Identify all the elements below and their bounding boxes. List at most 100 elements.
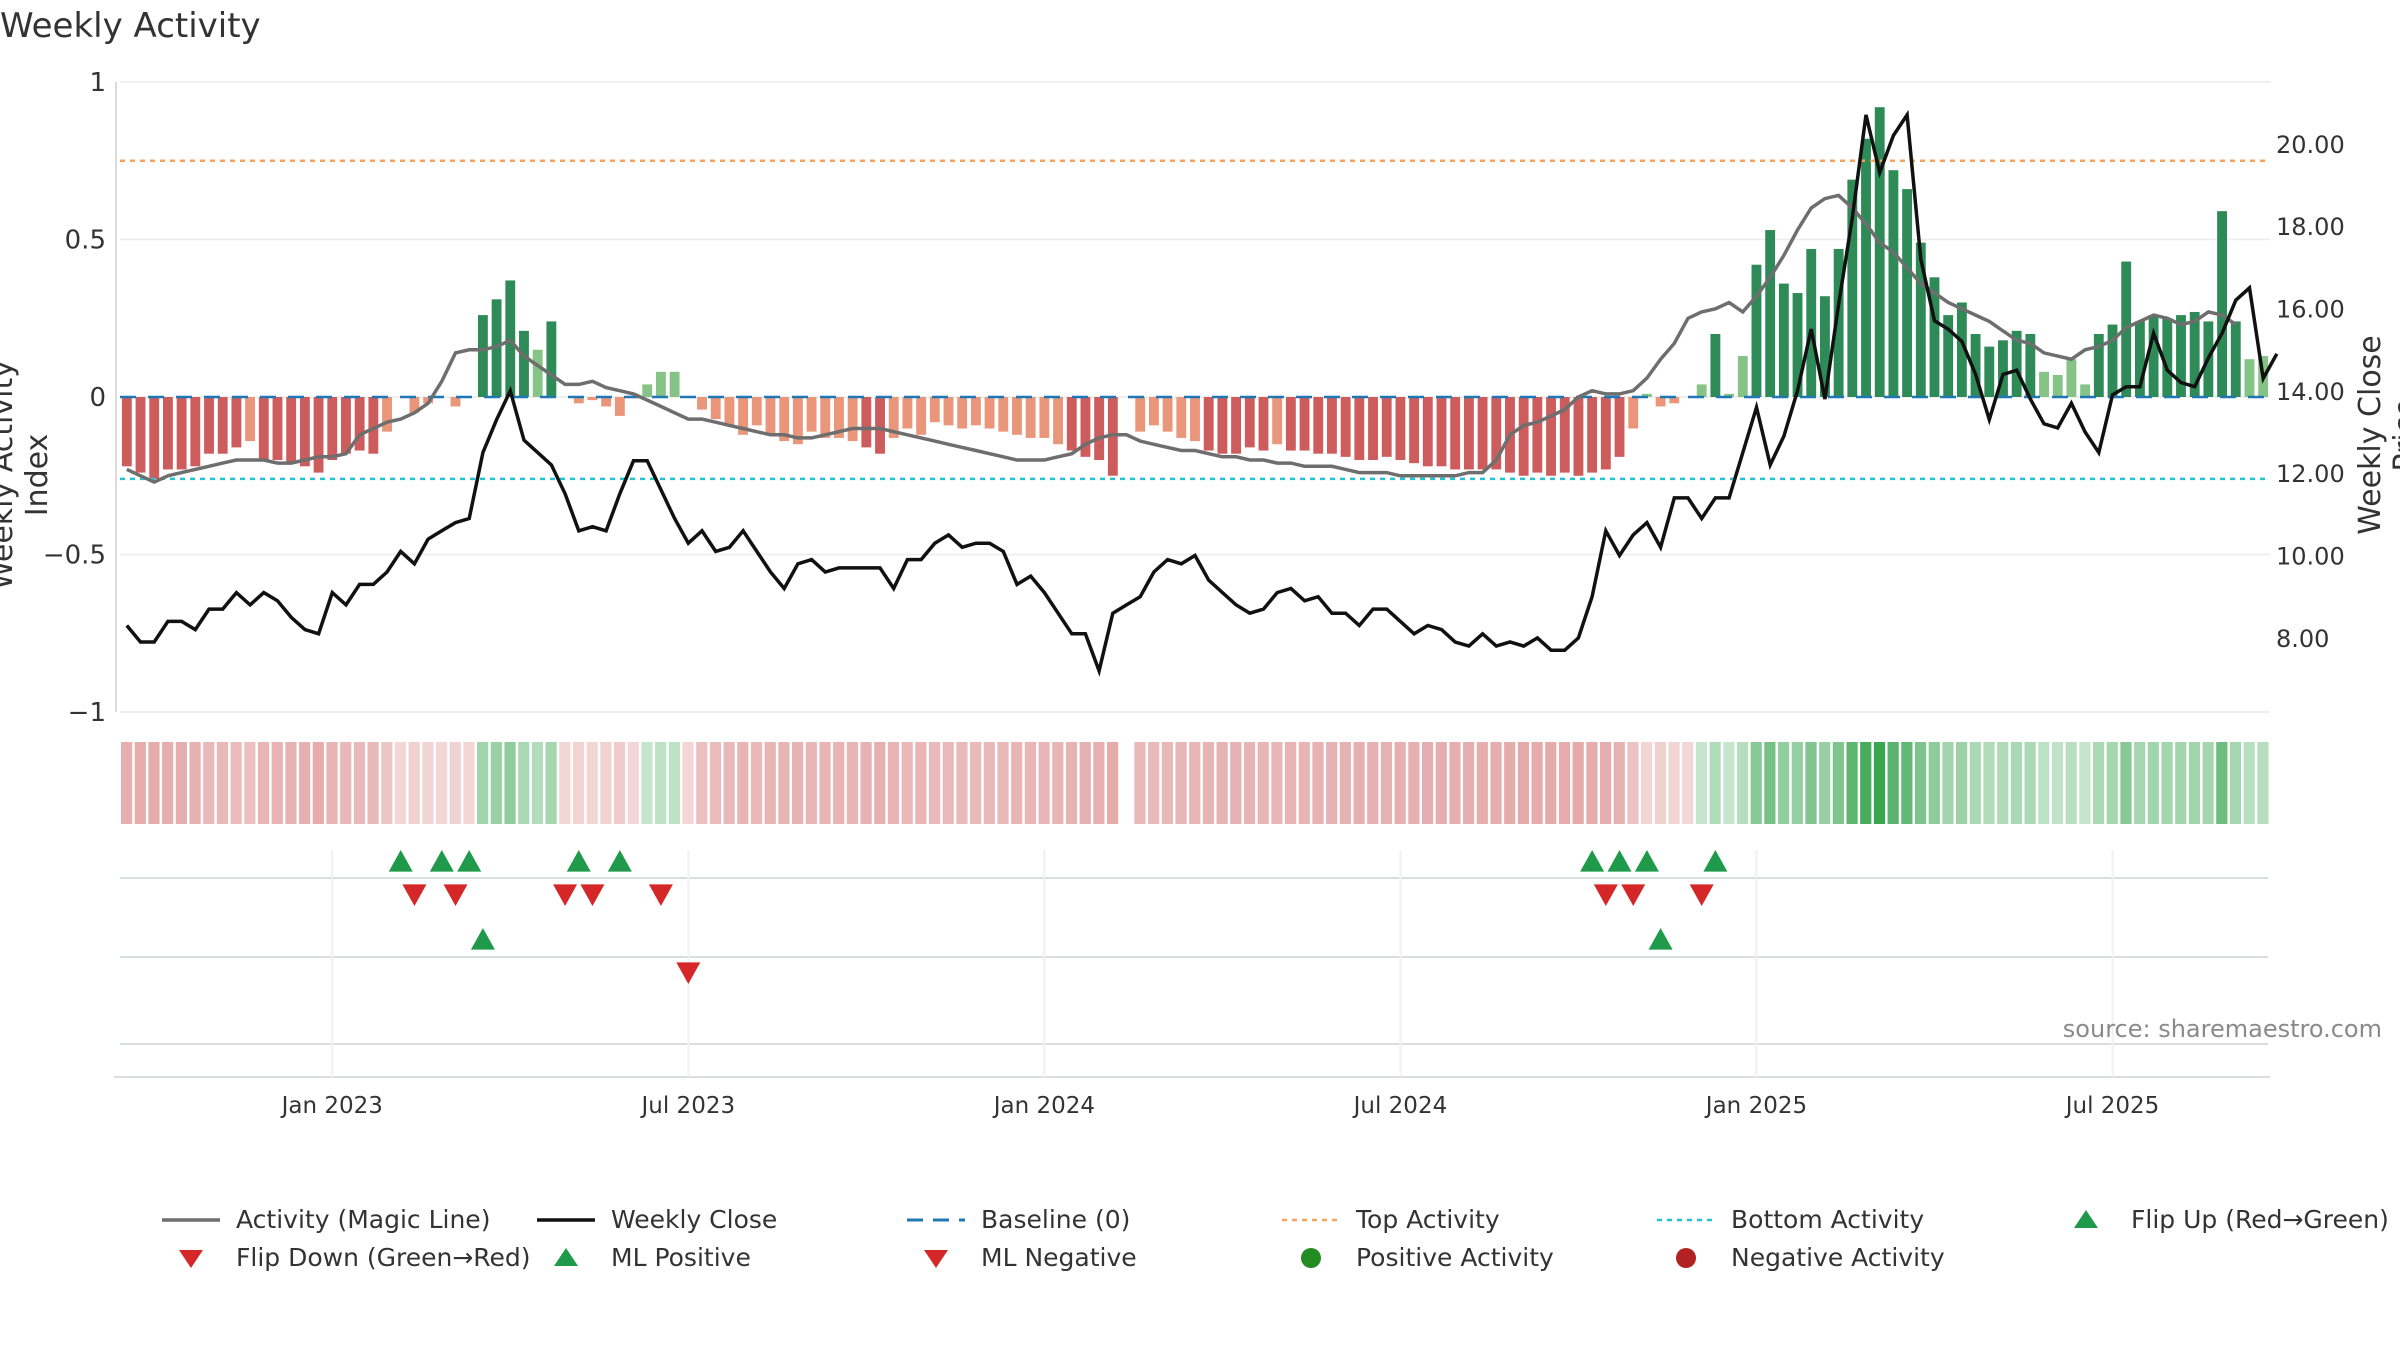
activity-bar [2230, 321, 2241, 397]
heat-cell [2051, 742, 2064, 824]
legend-item: Bottom Activity [1655, 1205, 1924, 1234]
heat-cell [1476, 742, 1488, 824]
heat-cell [915, 742, 927, 824]
heat-cell [477, 742, 489, 824]
heat-cell [299, 742, 311, 824]
heat-cell [805, 742, 817, 824]
heat-cell [1175, 742, 1187, 824]
activity-bar [1327, 397, 1337, 454]
activity-bar [354, 397, 365, 451]
heat-cell [2161, 742, 2173, 824]
heat-cell [1545, 742, 1557, 824]
heat-cell [353, 742, 365, 824]
heat-cell [997, 742, 1009, 824]
heat-cell [1038, 742, 1050, 824]
x-tick-label: Jul 2023 [640, 1093, 736, 1119]
activity-bar [272, 397, 283, 460]
activity-bar [1874, 107, 1885, 397]
heat-cell [1216, 742, 1228, 824]
activity-bar [1888, 170, 1899, 397]
activity-bar [792, 397, 803, 445]
heat-cell [216, 742, 229, 824]
heat-cell [668, 742, 680, 824]
activity-bar [2107, 324, 2118, 397]
heat-cell [134, 742, 146, 824]
activity-bar [313, 397, 324, 473]
activity-bar [2162, 318, 2173, 397]
activity-bar [847, 397, 858, 442]
heat-cell [1380, 742, 1393, 824]
activity-bar [1477, 397, 1488, 470]
heat-cell [586, 742, 598, 824]
activity-bar [929, 397, 940, 423]
activity-bar [1998, 340, 2008, 397]
heat-cell [2147, 742, 2159, 824]
legend-item: Weekly Close [535, 1205, 777, 1234]
legend-label: ML Positive [611, 1243, 751, 1272]
heat-cell [1257, 742, 1269, 824]
activity-bar [1272, 397, 1283, 445]
activity-bar [1956, 302, 1967, 397]
heat-cell [2092, 742, 2105, 824]
heat-cell [1271, 742, 1283, 824]
y2-tick-label: 16.00 [2276, 295, 2345, 323]
heat-strip [121, 742, 2269, 824]
activity-bar [1806, 248, 1817, 397]
y2-tick-label: 12.00 [2276, 460, 2345, 488]
heat-cell [1312, 742, 1324, 824]
heat-cell [1791, 742, 1803, 824]
activity-bar [1669, 397, 1680, 404]
heat-cell [1873, 742, 1886, 824]
heat-cell [1517, 742, 1530, 824]
activity-bar [806, 397, 817, 432]
heat-cell [435, 742, 448, 824]
heat-cell [1463, 742, 1475, 824]
activity-bar [573, 397, 584, 404]
legend-symbol [179, 1249, 203, 1268]
heat-cell [1408, 742, 1420, 824]
activity-bar [1409, 397, 1420, 464]
activity-bar [1778, 283, 1789, 397]
heat-cell [2216, 742, 2228, 824]
activity-bar [1203, 397, 1214, 451]
activity-bar [710, 397, 721, 420]
heat-cell [1202, 742, 1215, 824]
activity-bar [368, 397, 379, 454]
activity-bar [1833, 248, 1844, 397]
activity-bar [409, 397, 420, 413]
heat-cell [2175, 742, 2187, 824]
heat-cell [408, 742, 420, 824]
activity-bar [1039, 397, 1050, 438]
heat-cell [1079, 742, 1091, 824]
heat-cell [2188, 742, 2201, 824]
heat-cell [1969, 742, 1981, 824]
activity-bar [1299, 397, 1310, 451]
weekly-close-line [125, 109, 2279, 677]
heat-cell [764, 742, 776, 824]
heat-cell [1654, 742, 1666, 824]
y-tick-label: 1 [89, 68, 106, 98]
activity-bar [217, 397, 228, 454]
legend-symbol [2074, 1209, 2098, 1228]
activity-bar [751, 397, 762, 426]
activity-bar [190, 397, 201, 467]
heat-cell [271, 742, 283, 824]
heat-cell [1572, 742, 1584, 824]
legend-item: Top Activity [1280, 1205, 1500, 1234]
heat-cell [1024, 742, 1037, 824]
heat-cell [1243, 742, 1256, 824]
heat-cell [846, 742, 858, 824]
heat-cell [244, 742, 256, 824]
activity-bar [1080, 397, 1091, 457]
heat-cell [956, 742, 968, 824]
activity-bar [121, 397, 132, 467]
flip-up-marker [429, 850, 454, 872]
activity-bar [2080, 384, 2091, 397]
activity-bar [875, 397, 885, 454]
legend-label: Bottom Activity [1731, 1205, 1925, 1234]
chart-title: Weekly Activity [0, 6, 261, 46]
activity-bar [1765, 230, 1776, 397]
heat-cell [1449, 742, 1461, 824]
activity-bar [1162, 397, 1173, 432]
